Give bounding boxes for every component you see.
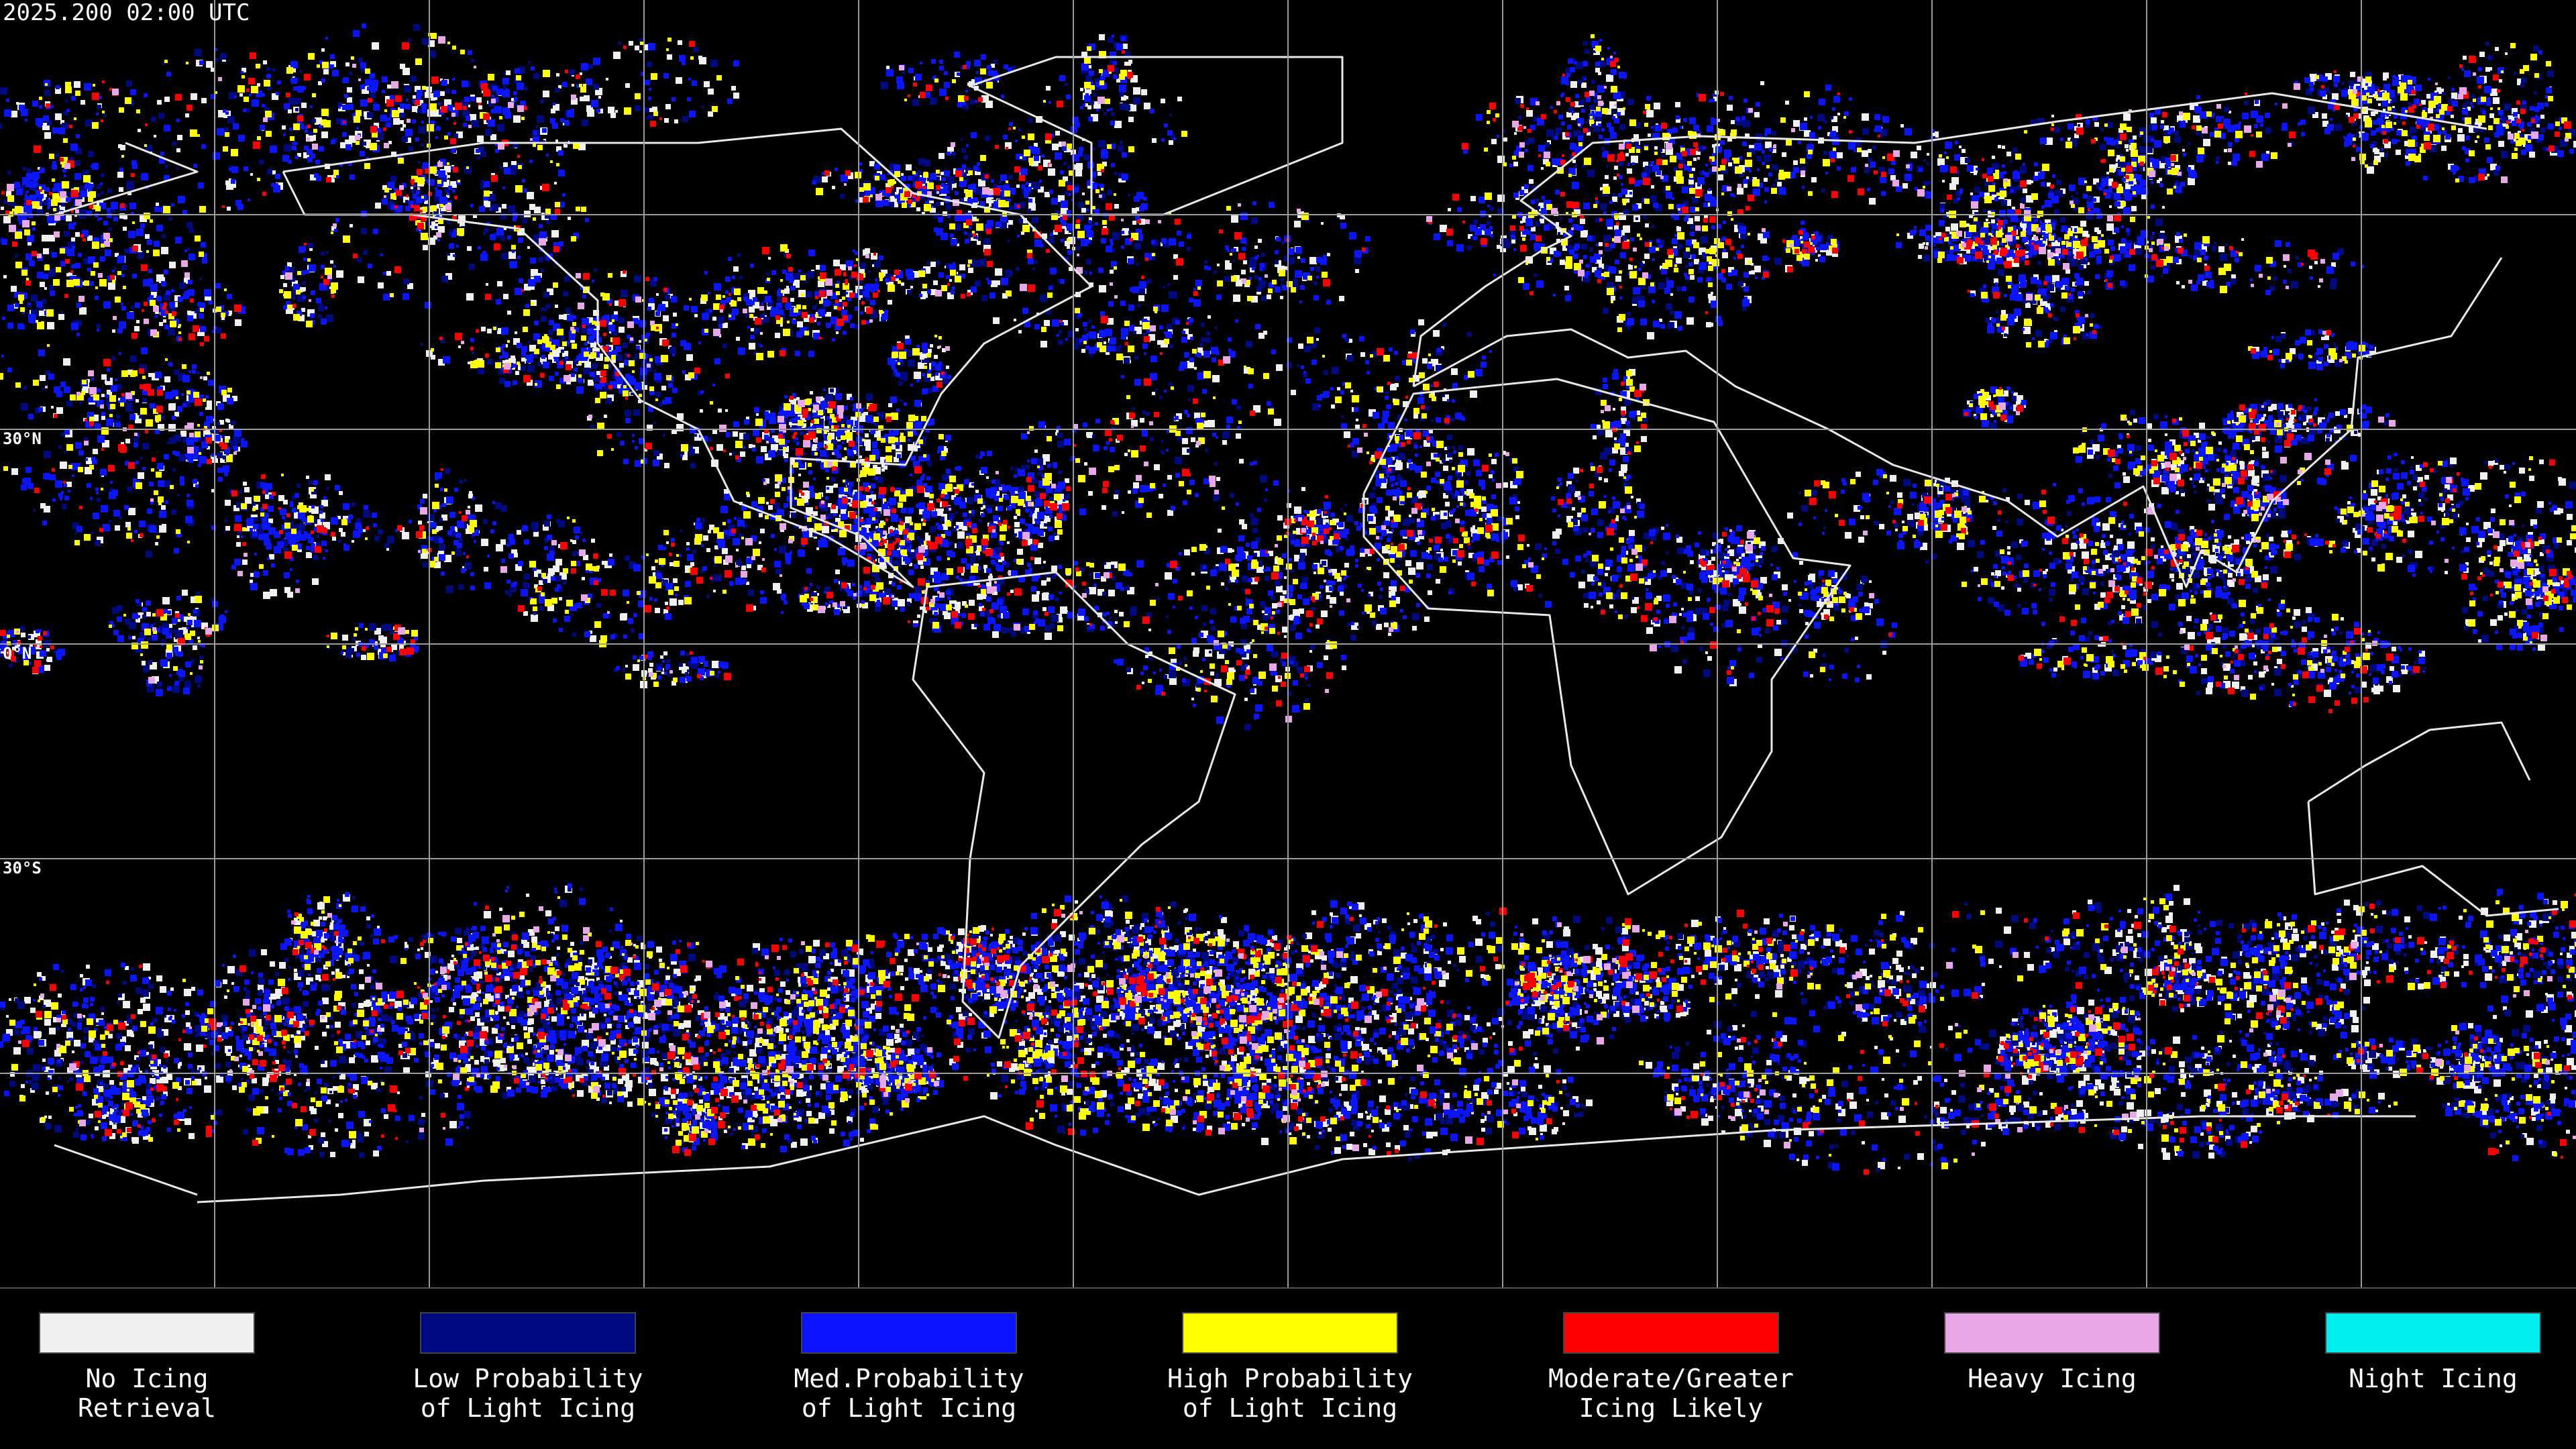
legend-swatch [1563, 1312, 1779, 1354]
legend-swatch [801, 1312, 1017, 1354]
coastlines [54, 56, 2559, 1203]
legend-label: Retrieval [78, 1393, 216, 1423]
legend-swatch [420, 1312, 636, 1354]
legend-swatch [1944, 1312, 2160, 1354]
latitude-label: 0°N [3, 644, 32, 663]
coastline [969, 56, 1344, 216]
legend-label: Med.Probability [794, 1364, 1024, 1393]
legend-swatch [1182, 1312, 1398, 1354]
legend-swatch [39, 1312, 255, 1354]
legend-label: No Icing [85, 1364, 208, 1393]
legend-label: of Light Icing [1183, 1393, 1397, 1423]
graticule: 30°N 0°N 30°S [0, 0, 2576, 1288]
coastline [912, 571, 1236, 1039]
legend-label: Moderate/Greater [1548, 1364, 1794, 1393]
legend-label: Icing Likely [1579, 1393, 1764, 1423]
coastline [54, 1115, 2416, 1203]
legend-label: Low Probability [413, 1364, 643, 1393]
legend-label: of Light Icing [802, 1393, 1016, 1423]
latitude-label: 30°N [3, 429, 42, 448]
timestamp: 2025.200 02:00 UTC [3, 0, 250, 26]
legend-label: High Probability [1167, 1364, 1413, 1393]
coastline [2307, 721, 2559, 917]
legend-swatch [2325, 1312, 2541, 1354]
icing-cells [0, 41, 2576, 1175]
legend-label: Night Icing [2349, 1364, 2518, 1393]
legend-label: Heavy Icing [1968, 1364, 2137, 1393]
legend-label: of Light Icing [421, 1393, 635, 1423]
coastline [282, 127, 1093, 588]
coastline [1362, 378, 1851, 896]
latitude-label: 30°S [3, 859, 42, 877]
